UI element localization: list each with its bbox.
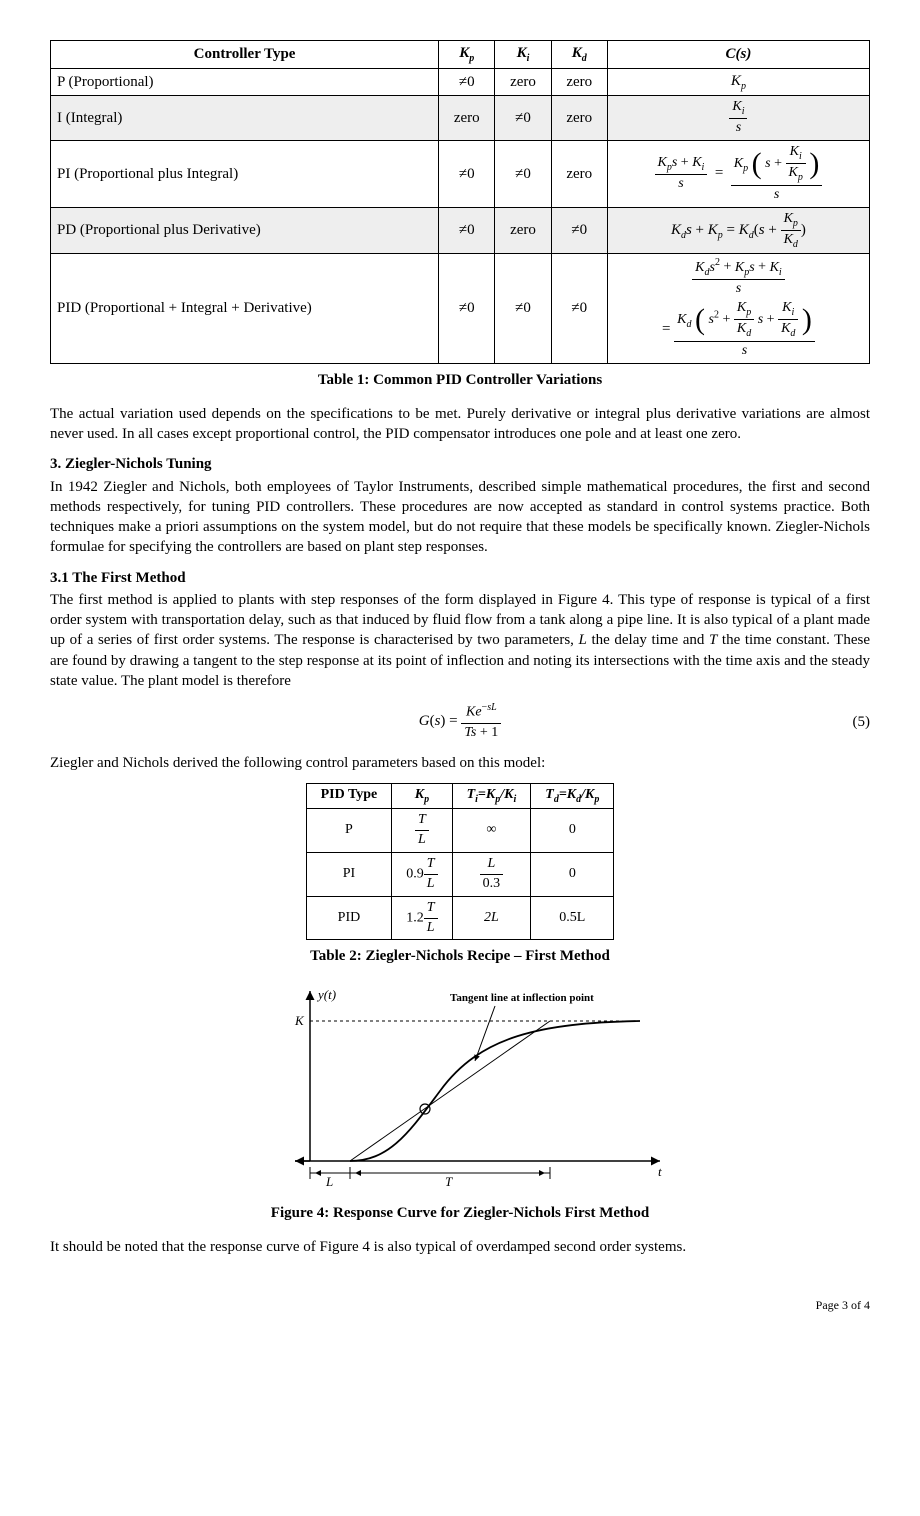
col-pidtype: PID Type	[306, 783, 392, 808]
col-cs: C(s)	[607, 41, 869, 69]
k-label: K	[294, 1013, 305, 1028]
table-row: PI (Proportional plus Integral) ≠0 ≠0 ze…	[51, 141, 870, 207]
figure-4-caption: Figure 4: Response Curve for Ziegler-Nic…	[50, 1203, 870, 1223]
col-type: Controller Type	[51, 41, 439, 69]
paragraph: It should be noted that the response cur…	[50, 1237, 870, 1257]
t-axis-label: t	[658, 1164, 662, 1179]
l-label: L	[325, 1174, 333, 1189]
section-3-title: 3. Ziegler-Nichols Tuning	[50, 454, 870, 474]
col-ki: Ki	[495, 41, 551, 69]
col-td: Td=Kd/Kp	[531, 783, 614, 808]
table-row: PD (Proportional plus Derivative) ≠0 zer…	[51, 207, 870, 254]
table-row: PID (Proportional + Integral + Derivativ…	[51, 254, 870, 363]
table-row: P TL ∞ 0	[306, 809, 614, 853]
paragraph: In 1942 Ziegler and Nichols, both employ…	[50, 477, 870, 558]
table-2: PID Type Kp Ti=Kp/Ki Td=Kd/Kp P TL ∞ 0 P…	[306, 783, 615, 941]
y-axis-label: y(t)	[316, 987, 336, 1002]
section-3-1-title: 3.1 The First Method	[50, 568, 870, 588]
col-kp: Kp	[392, 783, 452, 808]
t-label: T	[445, 1174, 453, 1189]
table-row: P (Proportional) ≠0 zero zero Kp	[51, 68, 870, 96]
paragraph: The first method is applied to plants wi…	[50, 590, 870, 691]
tangent-label: Tangent line at inflection point	[450, 992, 594, 1004]
paragraph: Ziegler and Nichols derived the followin…	[50, 753, 870, 773]
table-1: Controller Type Kp Ki Kd C(s) P (Proport…	[50, 40, 870, 364]
equation-5: G(s) = Ke−sL Ts + 1 (5)	[50, 701, 870, 742]
table-2-caption: Table 2: Ziegler-Nichols Recipe – First …	[50, 946, 870, 966]
col-kd: Kd	[551, 41, 607, 69]
col-kp: Kp	[439, 41, 495, 69]
table-1-caption: Table 1: Common PID Controller Variation…	[50, 370, 870, 390]
paragraph: The actual variation used depends on the…	[50, 404, 870, 445]
figure-4-svg: y(t) K L T t Tangent line at inflection …	[240, 981, 680, 1191]
table-row: I (Integral) zero ≠0 zero Kis	[51, 96, 870, 141]
page-footer: Page 3 of 4	[50, 1297, 870, 1313]
equation-number: (5)	[853, 712, 871, 732]
table-row: PID 1.2TL 2L 0.5L	[306, 896, 614, 940]
figure-4: y(t) K L T t Tangent line at inflection …	[50, 981, 870, 1197]
col-ti: Ti=Kp/Ki	[452, 783, 531, 808]
table-row: PI 0.9TL L0.3 0	[306, 852, 614, 896]
